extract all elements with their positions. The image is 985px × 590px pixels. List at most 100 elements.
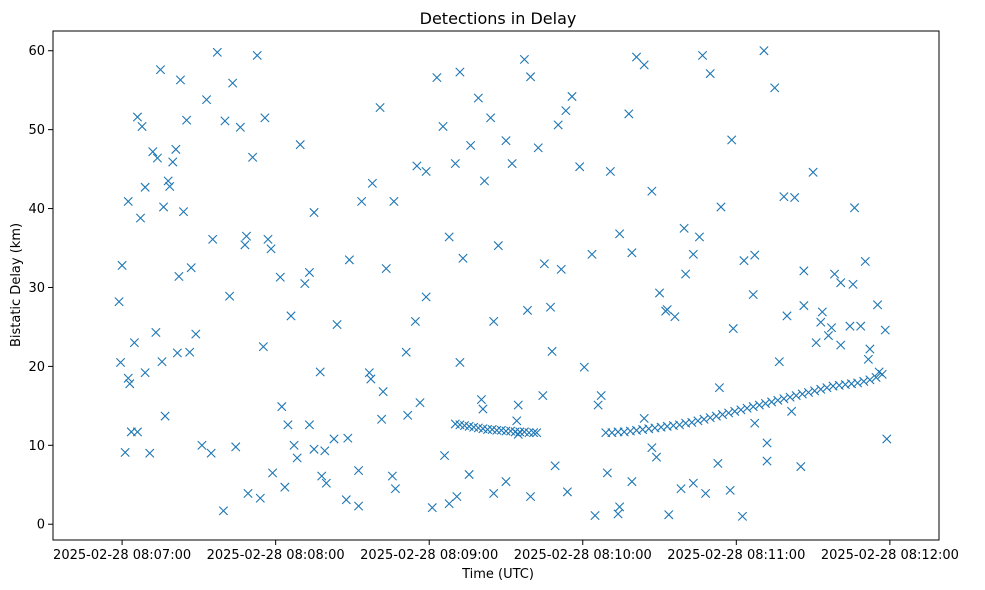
detection-marker [255,493,265,503]
detection-marker [123,373,133,383]
detection-marker [320,446,330,456]
detection-marker [728,323,738,334]
detection-marker [473,93,483,103]
detection-marker [458,253,468,263]
detection-marker [120,447,130,457]
detection-marker [762,438,772,448]
detection-marker [587,249,597,259]
detection-marker [760,398,771,409]
y-axis-title: Bistatic Delay (km) [9,223,24,347]
detection-marker [748,289,758,300]
detection-marker [260,113,270,123]
detection-marker [737,511,748,521]
detection-marker [464,469,474,480]
detection-marker [152,153,163,163]
detection-marker [639,60,649,70]
detection-marker [865,375,875,385]
detection-marker [148,147,158,157]
detection-marker [871,372,881,383]
detection-marker [378,387,388,397]
detection-marker [377,414,387,424]
detection-marker [631,52,642,62]
detection-marker [829,269,840,279]
detection-marker [724,408,734,418]
detection-marker [493,241,503,251]
detection-marker [344,255,354,265]
detection-marker [705,69,715,79]
detection-marker [779,192,789,202]
detection-marker [224,291,235,301]
detection-marker [816,384,826,394]
detection-marker [132,112,143,122]
detection-marker [882,434,892,444]
detection-marker [220,116,230,126]
detection-marker [168,157,178,167]
detection-marker [613,509,623,519]
detection-marker [562,487,572,497]
detection-marker [545,302,556,312]
detection-marker [492,425,502,435]
detection-marker [785,392,795,402]
detection-marker [191,329,201,339]
detection-marker [759,46,769,56]
detection-marker [151,327,161,338]
detection-marker [283,420,293,430]
detection-marker [647,443,657,453]
detection-marker [512,416,522,426]
plot-frame [52,30,940,541]
detection-marker [114,297,124,307]
detection-marker [240,240,250,250]
detection-marker [533,143,543,153]
detection-marker [155,65,166,75]
x-axis-title: Time (UTC) [461,567,534,582]
detection-marker [553,120,563,130]
detection-marker [711,411,721,421]
detection-marker [647,186,657,196]
detection-marker [275,272,285,282]
detection-marker [754,400,764,410]
detection-marker [694,232,705,242]
y-tick-label: 30 [28,281,45,296]
detection-marker [605,166,615,177]
detection-marker [482,424,493,435]
detection-marker [450,158,460,169]
detection-marker [676,484,686,494]
detection-marker [140,182,150,192]
detection-marker [140,368,150,378]
detection-marker [357,196,367,207]
detection-marker [412,161,422,171]
x-tick-label: 2025-02-28 08:07:00 [53,548,191,563]
detection-marker [231,442,241,452]
detection-marker [561,106,571,116]
detection-marker [774,357,784,367]
detection-marker [714,383,725,393]
detection-marker [822,383,832,393]
detection-marker [679,223,689,233]
detection-marker [654,288,665,298]
detection-marker [197,440,207,450]
detection-marker [799,266,809,276]
detection-marker [132,427,143,437]
detection-marker [750,250,760,260]
y-tick-label: 40 [28,202,45,217]
detection-marker [206,448,216,458]
detection-marker [797,389,807,399]
detection-marker [117,260,127,270]
detection-marker [567,91,577,102]
detection-marker [501,426,511,436]
detection-marker [767,397,777,407]
detection-marker [782,311,792,321]
detection-marker [489,488,499,499]
detection-marker [849,203,860,213]
detection-marker [525,492,536,502]
detection-marker [790,192,800,203]
detection-marker [375,102,385,113]
detection-marker [717,409,728,420]
detection-marker [762,456,772,466]
detection-marker [664,510,674,520]
detection-marker [438,121,448,132]
detection-marker [235,122,245,132]
detection-marker [186,263,196,273]
detection-marker [476,394,487,405]
detection-marker [674,420,685,430]
